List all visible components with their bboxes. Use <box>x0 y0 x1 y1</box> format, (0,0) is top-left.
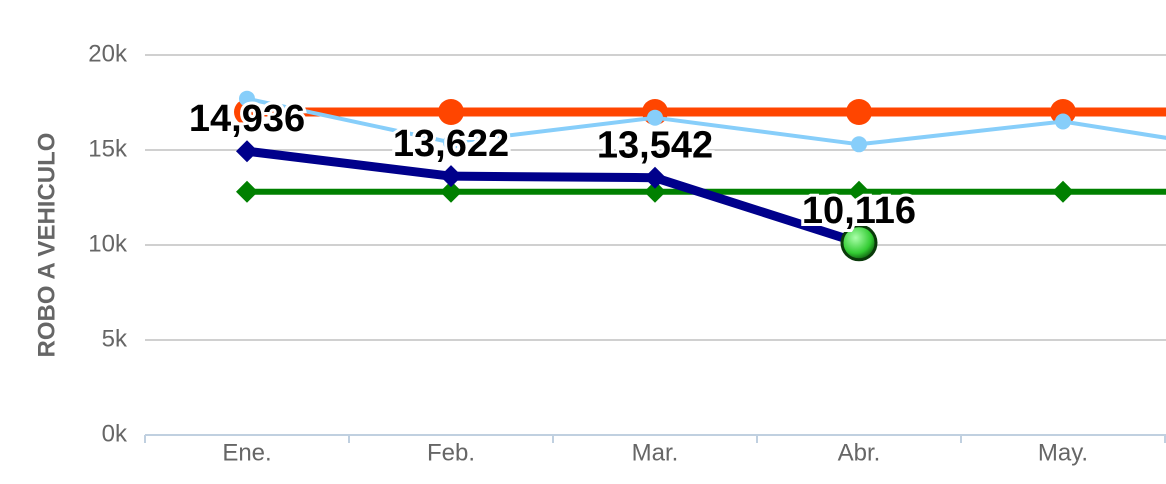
y-axis-title: ROBO A VEHICULO <box>33 133 60 358</box>
marker <box>1055 113 1071 130</box>
marker <box>236 180 258 203</box>
y-tick-label: 5k <box>102 325 128 352</box>
value-label: 13,622 <box>393 123 509 165</box>
y-tick-label: 0k <box>102 420 128 447</box>
marker <box>234 99 260 125</box>
y-tick-label: 15k <box>88 135 128 162</box>
marker <box>848 180 870 203</box>
marker <box>239 90 255 107</box>
marker <box>1052 180 1074 203</box>
marker <box>851 136 867 153</box>
x-tick-label: Abr. <box>838 439 881 466</box>
x-tick-label: May. <box>1038 439 1088 466</box>
marker <box>647 109 663 126</box>
plot-area <box>234 90 1166 262</box>
x-tick-label: Feb. <box>427 439 475 466</box>
value-label: 14,936 <box>189 98 305 140</box>
x-tick-label: Ene. <box>222 439 271 466</box>
marker <box>846 99 872 125</box>
marker <box>443 134 459 151</box>
marker <box>438 99 464 125</box>
marker <box>644 180 666 203</box>
series-line <box>246 146 861 248</box>
y-tick-label: 20k <box>88 40 128 67</box>
series-line <box>246 96 1166 147</box>
value-label: 13,542 <box>597 125 713 167</box>
y-tick-label: 10k <box>88 230 128 257</box>
marker <box>236 140 258 163</box>
highlight-marker <box>840 224 878 262</box>
value-label: 10,116 <box>802 190 916 232</box>
x-tick-label: Mar. <box>632 439 679 466</box>
marker <box>440 180 462 203</box>
marker <box>644 166 666 189</box>
marker <box>440 165 462 188</box>
